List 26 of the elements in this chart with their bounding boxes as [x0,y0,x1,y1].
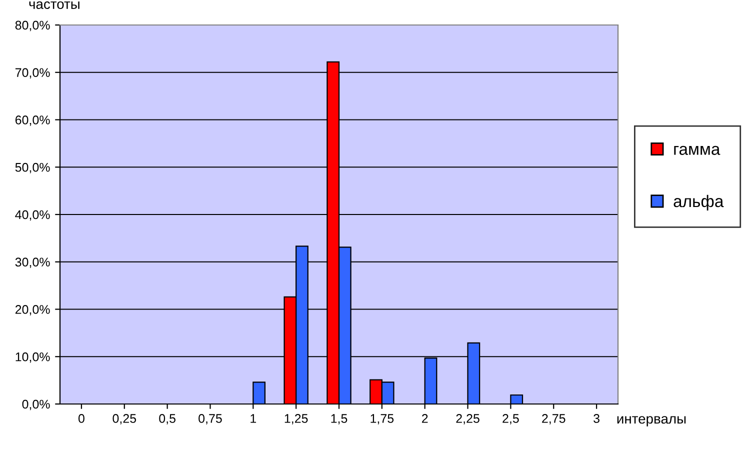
x-tick-label: 2 [422,414,428,423]
x-axis-title: интервалы [617,416,686,426]
legend-label: гамма [674,146,720,155]
y-tick-label: 40,0% [15,210,50,221]
x-tick-label: 0,25 [112,414,136,424]
y-tick-label: 0,0% [22,400,50,410]
x-tick-label: 1,25 [284,414,308,424]
x-tick-label: 0,5 [159,414,176,424]
y-tick-label: 50,0% [15,162,50,174]
x-tick-label: 3 [594,414,600,423]
x-tick-label: 0,75 [198,414,222,424]
x-tick-label: 2,25 [456,414,480,424]
y-axis-title: частоты [29,1,80,9]
y-tick-label: 70,0% [15,68,50,79]
x-tick-label: 2,5 [502,414,519,424]
x-tick-label: 1 [250,414,256,423]
y-tick-label: 20,0% [15,305,50,316]
y-tick-label: 60,0% [15,116,50,126]
x-tick-label: 1,75 [370,414,394,424]
x-tick-label: 1,5 [331,414,348,424]
x-tick-label: 2,75 [542,414,566,424]
legend-label: альфа [674,194,724,210]
x-tick-label: 0 [78,414,84,423]
y-tick-label: 30,0% [15,258,50,268]
y-tick-label: 10,0% [16,352,50,363]
y-tick-label: 80,0% [15,20,50,32]
